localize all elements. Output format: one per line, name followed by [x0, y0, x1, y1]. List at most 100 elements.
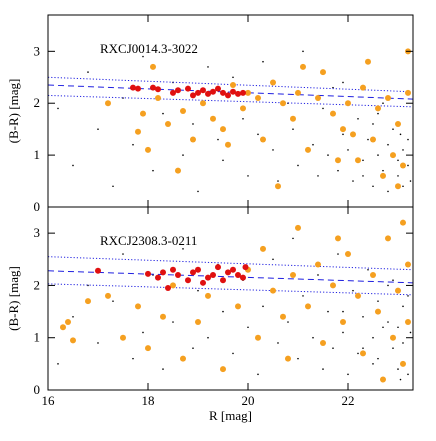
data-point [292, 237, 294, 240]
data-point [232, 352, 234, 355]
data-point [105, 292, 111, 299]
data-point [377, 112, 379, 115]
data-point [317, 274, 319, 276]
data-point [210, 271, 216, 278]
data-point [245, 89, 251, 96]
data-point [409, 180, 412, 182]
data-point [222, 310, 224, 313]
data-point [312, 336, 314, 339]
data-point [257, 133, 259, 136]
data-point [390, 334, 396, 341]
data-point [280, 313, 286, 320]
data-point [367, 138, 369, 141]
data-point [352, 289, 354, 292]
data-point [385, 235, 391, 242]
data-point [132, 143, 134, 146]
data-point [95, 267, 101, 274]
y-axis-label: (B-R) [mag] [6, 266, 21, 331]
data-point [160, 269, 166, 276]
data-point [225, 141, 231, 148]
data-point [397, 368, 399, 370]
data-point [327, 154, 329, 156]
data-point [170, 266, 176, 273]
data-point [277, 180, 279, 182]
data-point [70, 337, 76, 344]
data-point [65, 319, 71, 326]
data-point [407, 138, 409, 141]
data-point [215, 85, 221, 92]
data-point [175, 167, 181, 174]
data-point [387, 143, 389, 146]
data-point [277, 342, 279, 344]
data-point [205, 274, 211, 281]
data-point [402, 185, 404, 188]
data-point [200, 100, 206, 107]
data-point [240, 105, 246, 112]
data-point [57, 363, 59, 365]
data-point [220, 366, 226, 373]
data-point [402, 149, 404, 151]
data-point [200, 279, 206, 286]
data-point [230, 82, 236, 89]
y-tick-label: 1 [34, 330, 41, 345]
data-point [190, 136, 196, 143]
data-point [232, 76, 234, 79]
data-point [295, 224, 301, 231]
data-point [355, 292, 361, 299]
data-point [360, 84, 366, 91]
data-point [287, 321, 289, 323]
data-point [130, 84, 136, 91]
data-point [397, 159, 399, 162]
data-point [315, 261, 321, 268]
data-point [285, 355, 291, 362]
data-point [372, 123, 374, 125]
data-point [180, 355, 186, 362]
data-point [407, 373, 409, 376]
data-point [377, 300, 379, 302]
data-point [405, 261, 411, 268]
data-point [135, 128, 141, 135]
data-point [262, 60, 264, 63]
data-point [320, 339, 326, 346]
data-point [150, 63, 156, 70]
data-point [365, 58, 371, 65]
data-point [295, 89, 301, 96]
y-tick-label: 1 [34, 147, 41, 162]
axes-frame [47, 206, 414, 391]
data-point [160, 313, 166, 320]
data-point [197, 289, 199, 292]
cluster-name: RXCJ2308.3-0211 [100, 233, 197, 248]
data-point [340, 126, 346, 133]
data-point [260, 136, 266, 143]
data-point [407, 164, 409, 167]
data-point [332, 86, 334, 89]
data-point [335, 235, 341, 242]
data-point [152, 169, 154, 172]
data-point [387, 190, 389, 193]
data-point [399, 133, 402, 136]
data-point [322, 107, 324, 110]
data-point [312, 143, 314, 146]
data-point [305, 146, 311, 153]
data-point [105, 100, 111, 107]
data-point [392, 279, 394, 282]
data-point [280, 100, 286, 107]
data-point [195, 266, 201, 273]
data-point [382, 326, 384, 329]
data-point [192, 347, 194, 349]
data-point [367, 268, 369, 271]
data-point [380, 376, 386, 383]
data-point [170, 89, 176, 96]
data-point [362, 347, 364, 349]
data-point [385, 95, 391, 102]
data-point [220, 89, 226, 96]
data-point [197, 190, 199, 193]
data-point [235, 303, 241, 310]
data-point [247, 326, 249, 329]
data-point [135, 303, 141, 310]
data-point [387, 284, 389, 287]
data-point [400, 360, 406, 367]
data-point [155, 95, 161, 102]
data-point [257, 373, 259, 376]
